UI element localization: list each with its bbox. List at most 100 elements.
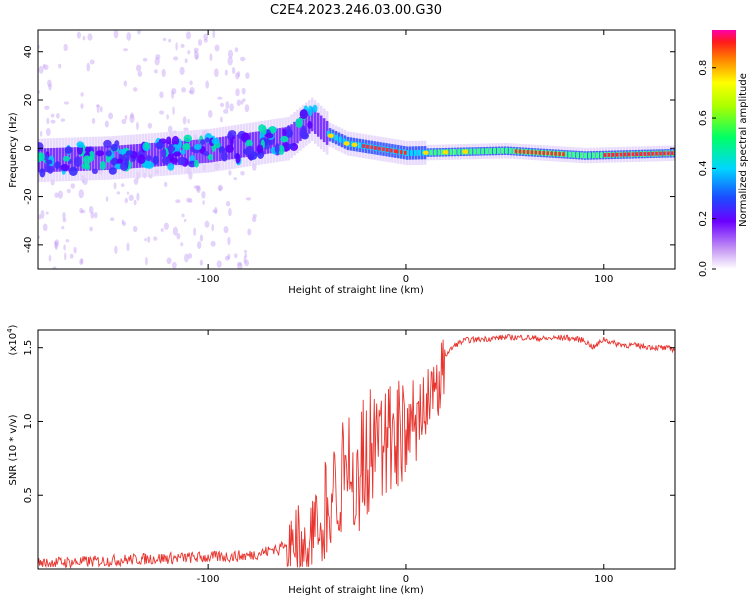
spectral-blob [173,151,182,157]
spectral-blob [189,155,196,163]
ridge-highlight [462,149,469,154]
noise-speck [188,90,193,94]
band-core [506,146,510,156]
spectral-blob [207,153,214,161]
noise-speck [48,254,52,262]
spectral-blob [103,139,112,148]
noise-speck [228,208,232,217]
ridge-hot [394,149,397,154]
noise-speck [70,183,75,189]
band-core [70,147,74,172]
noise-speck [229,103,234,112]
noise-speck [142,57,148,62]
spectral-blob [95,150,105,157]
ridge-hot [671,151,674,156]
spectral-blob [286,125,291,136]
ridge-hot [538,150,542,155]
band-core [278,128,281,152]
spectral-blob [312,104,318,113]
noise-speck [241,87,246,95]
x-tick-label: 0 [403,274,409,285]
x-tick-label: 0 [403,574,409,585]
noise-speck [173,56,179,61]
spectral-blob [187,160,197,168]
spectral-blob [45,159,53,165]
noise-speck [45,127,51,136]
band-core [296,119,299,144]
noise-speck [46,117,50,125]
ridge-line [481,148,485,155]
ridge-line [568,151,572,158]
band-core [189,140,192,165]
spectral-blob [170,157,178,164]
x-tick-label: 100 [594,274,613,285]
ridge-line [493,148,496,154]
spectral-blob [221,151,228,162]
ridge-line [599,152,603,159]
ridge-hot [607,152,611,157]
ridge-line [524,149,528,155]
spectral-blob [38,152,45,162]
ridge-hot [526,150,530,154]
ridge-hot [362,144,366,148]
band-core [459,147,462,157]
noise-speck [231,66,236,75]
noise-speck [121,118,127,125]
colorbar-tick-label: 0.6 [698,110,709,126]
band-core [58,147,62,172]
noise-speck [244,104,250,113]
noise-speck [227,49,234,59]
band-core [313,110,317,134]
ridge-line [417,149,421,156]
band-core [210,138,213,163]
noise-speck [243,255,247,264]
noise-speck [43,64,49,71]
noise-speck [240,56,246,62]
noise-speck [210,240,216,247]
ridge-hot [639,152,642,156]
ridge-line [477,148,481,155]
noise-speck [65,239,70,243]
ridge-line [473,148,477,155]
band-core [207,138,210,163]
noise-speck [39,130,43,137]
noise-speck [154,69,158,74]
noise-speck [114,245,118,255]
noise-speck [247,228,252,236]
ridge-hot [534,150,538,155]
ridge-hot [390,148,393,153]
noise-speck [45,211,49,215]
spectral-blob [211,137,220,145]
noise-speck [187,118,190,124]
noise-speck [137,30,141,35]
noise-speck [50,113,55,118]
snr-scale-close: ) [8,324,19,328]
noise-speck [38,214,42,220]
spectral-blob [274,142,280,154]
noise-speck [235,88,240,97]
ridge-hot [627,152,631,157]
noise-speck [133,199,137,206]
noise-speck [145,256,148,266]
ridge-line [449,149,453,155]
noise-speck [168,38,172,43]
spectral-blob [193,144,202,150]
noise-speck [245,72,250,79]
ridge-line [508,148,512,154]
spectral-blob [155,141,164,150]
snr-ticks: -100 0 100 0.5 1.0 1.5 [23,330,675,585]
ridge-line [496,148,500,154]
spectral-blob [81,163,89,170]
band-core [242,133,246,158]
ridge-hot [550,151,553,156]
noise-speck [217,184,224,191]
noise-speck [227,236,231,246]
ridge-line [453,149,457,155]
ridge-line [548,150,552,157]
noise-speck [120,183,125,188]
noise-speck [48,83,52,91]
noise-speck [216,260,222,268]
ridge-line [512,148,516,155]
band-core [55,147,59,172]
ridge-line [532,149,536,156]
